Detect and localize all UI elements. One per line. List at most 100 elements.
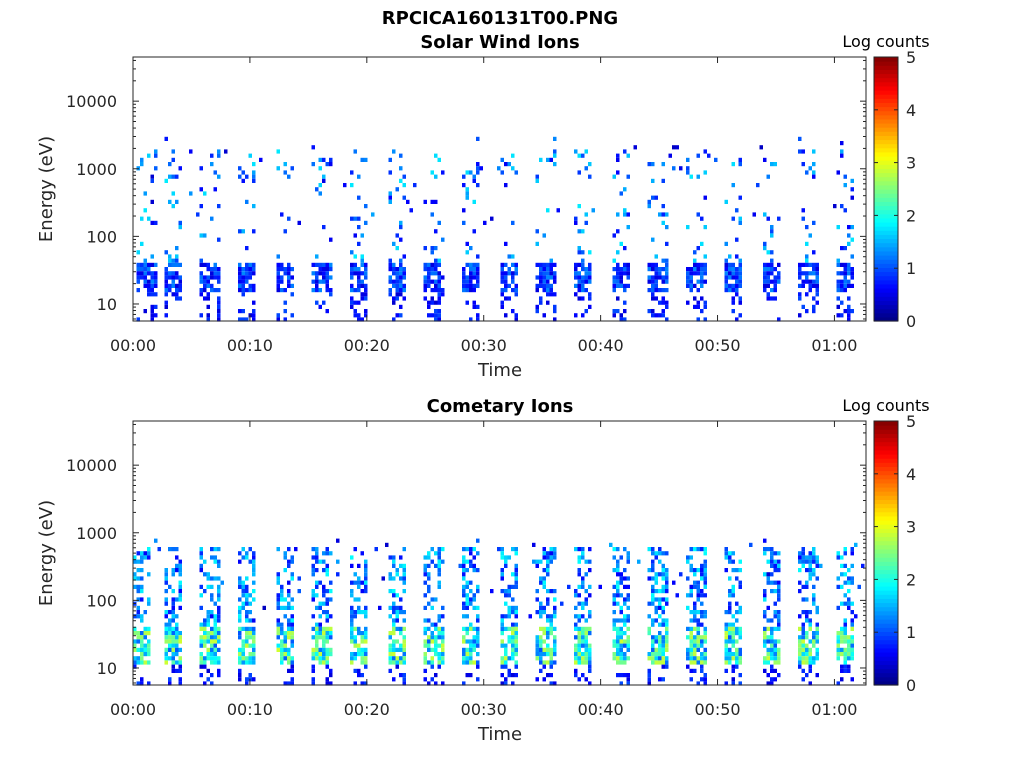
spectrogram-cell [553,279,557,284]
spectrogram-cell [850,178,854,183]
spectrogram-cell [504,271,508,276]
spectrogram-cell [843,593,847,598]
spectrogram-cell [178,668,182,673]
spectrogram-cell [427,647,431,652]
spectrogram-cell [381,576,385,581]
spectrogram-cell [290,668,294,673]
colorbar-swatch [874,201,898,207]
spectrogram-cell [738,580,742,585]
spectrogram-cell [213,626,217,631]
spectrogram-cell [535,262,539,267]
spectrogram-cell [500,618,504,623]
spectrogram-cell [437,626,441,631]
spectrogram-cell [661,279,665,284]
spectrogram-cell [616,563,620,568]
spectrogram-cell [577,296,581,301]
spectrogram-cell [427,660,431,665]
spectrogram-cell [626,647,630,652]
spectrogram-cell [770,279,774,284]
colorbar-tick-label: 3 [906,518,916,537]
spectrogram-cell [584,288,588,293]
spectrogram-cell [175,626,179,631]
spectrogram-cell [350,652,354,657]
spectrogram-cell [850,547,854,552]
spectrogram-cell [465,170,469,175]
spectrogram-cell [700,216,704,221]
spectrogram-cell [689,618,693,623]
spectrogram-cell [210,635,214,640]
spectrogram-cell [574,647,578,652]
spectrogram-cell [612,618,616,623]
spectrogram-cell [808,288,812,293]
spectrogram-cell [392,300,396,305]
spectrogram-cell [574,605,578,610]
spectrogram-cell [360,296,364,301]
spectrogram-cell [801,262,805,267]
spectrogram-cell [658,589,662,594]
spectrogram-cell [584,267,588,272]
spectrogram-cell [700,283,704,288]
spectrogram-cell [364,271,368,276]
spectrogram-cell [402,677,406,682]
spectrogram-cell [283,309,287,314]
spectrogram-cell [770,580,774,585]
spectrogram-cell [136,660,140,665]
spectrogram-cell [651,178,655,183]
spectrogram-cell [777,652,781,657]
spectrogram-cell [357,300,361,305]
spectrogram-cell [290,639,294,644]
spectrogram-cell [535,643,539,648]
spectrogram-cell [553,660,557,665]
spectrogram-cell [560,601,564,606]
spectrogram-cell [395,660,399,665]
spectrogram-cell [437,618,441,623]
spectrogram-cell [724,199,728,204]
spectrogram-cell [612,279,616,284]
spectrogram-cell [581,229,585,234]
colorbar-swatch [874,172,898,178]
spectrogram-cell [441,605,445,610]
spectrogram-cell [238,677,242,682]
spectrogram-cell [696,593,700,598]
spectrogram-cell [245,275,249,280]
spectrogram-cell [507,593,511,598]
colorbar-swatch [874,495,898,500]
spectrogram-cell [535,229,539,234]
spectrogram-cell [616,262,620,267]
spectrogram-cell [171,292,175,297]
spectrogram-cell [357,283,361,288]
spectrogram-cell [353,288,357,293]
spectrogram-cell [154,271,158,276]
spectrogram-cell [763,551,767,556]
spectrogram-cell [724,555,728,560]
spectrogram-cell [724,610,728,615]
spectrogram-cell [798,652,802,657]
spectrogram-cell [280,631,284,636]
spectrogram-cell [241,656,245,661]
spectrogram-cell [619,555,623,560]
spectrogram-cell [574,271,578,276]
spectrogram-cell [140,660,144,665]
spectrogram-cell [581,614,585,619]
spectrogram-cell [577,593,581,598]
spectrogram-cell [199,204,203,209]
spectrogram-cell [392,283,396,288]
spectrogram-cell [577,618,581,623]
colorbar-swatch [874,610,898,616]
spectrogram-cell [735,664,739,669]
spectrogram-cell [514,547,518,552]
spectrogram-cell [357,271,361,276]
spectrogram-cell [731,296,735,301]
spectrogram-cell [147,660,151,665]
spectrogram-cell [175,631,179,636]
spectrogram-cell [696,568,700,573]
spectrogram-cell [252,271,256,276]
spectrogram-cell [763,643,767,648]
spectrogram-cell [724,283,728,288]
spectrogram-cell [245,174,249,179]
spectrogram-cell [395,275,399,280]
spectrogram-cell [535,288,539,293]
spectrogram-cell [437,547,441,552]
spectrogram-cell [472,275,476,280]
